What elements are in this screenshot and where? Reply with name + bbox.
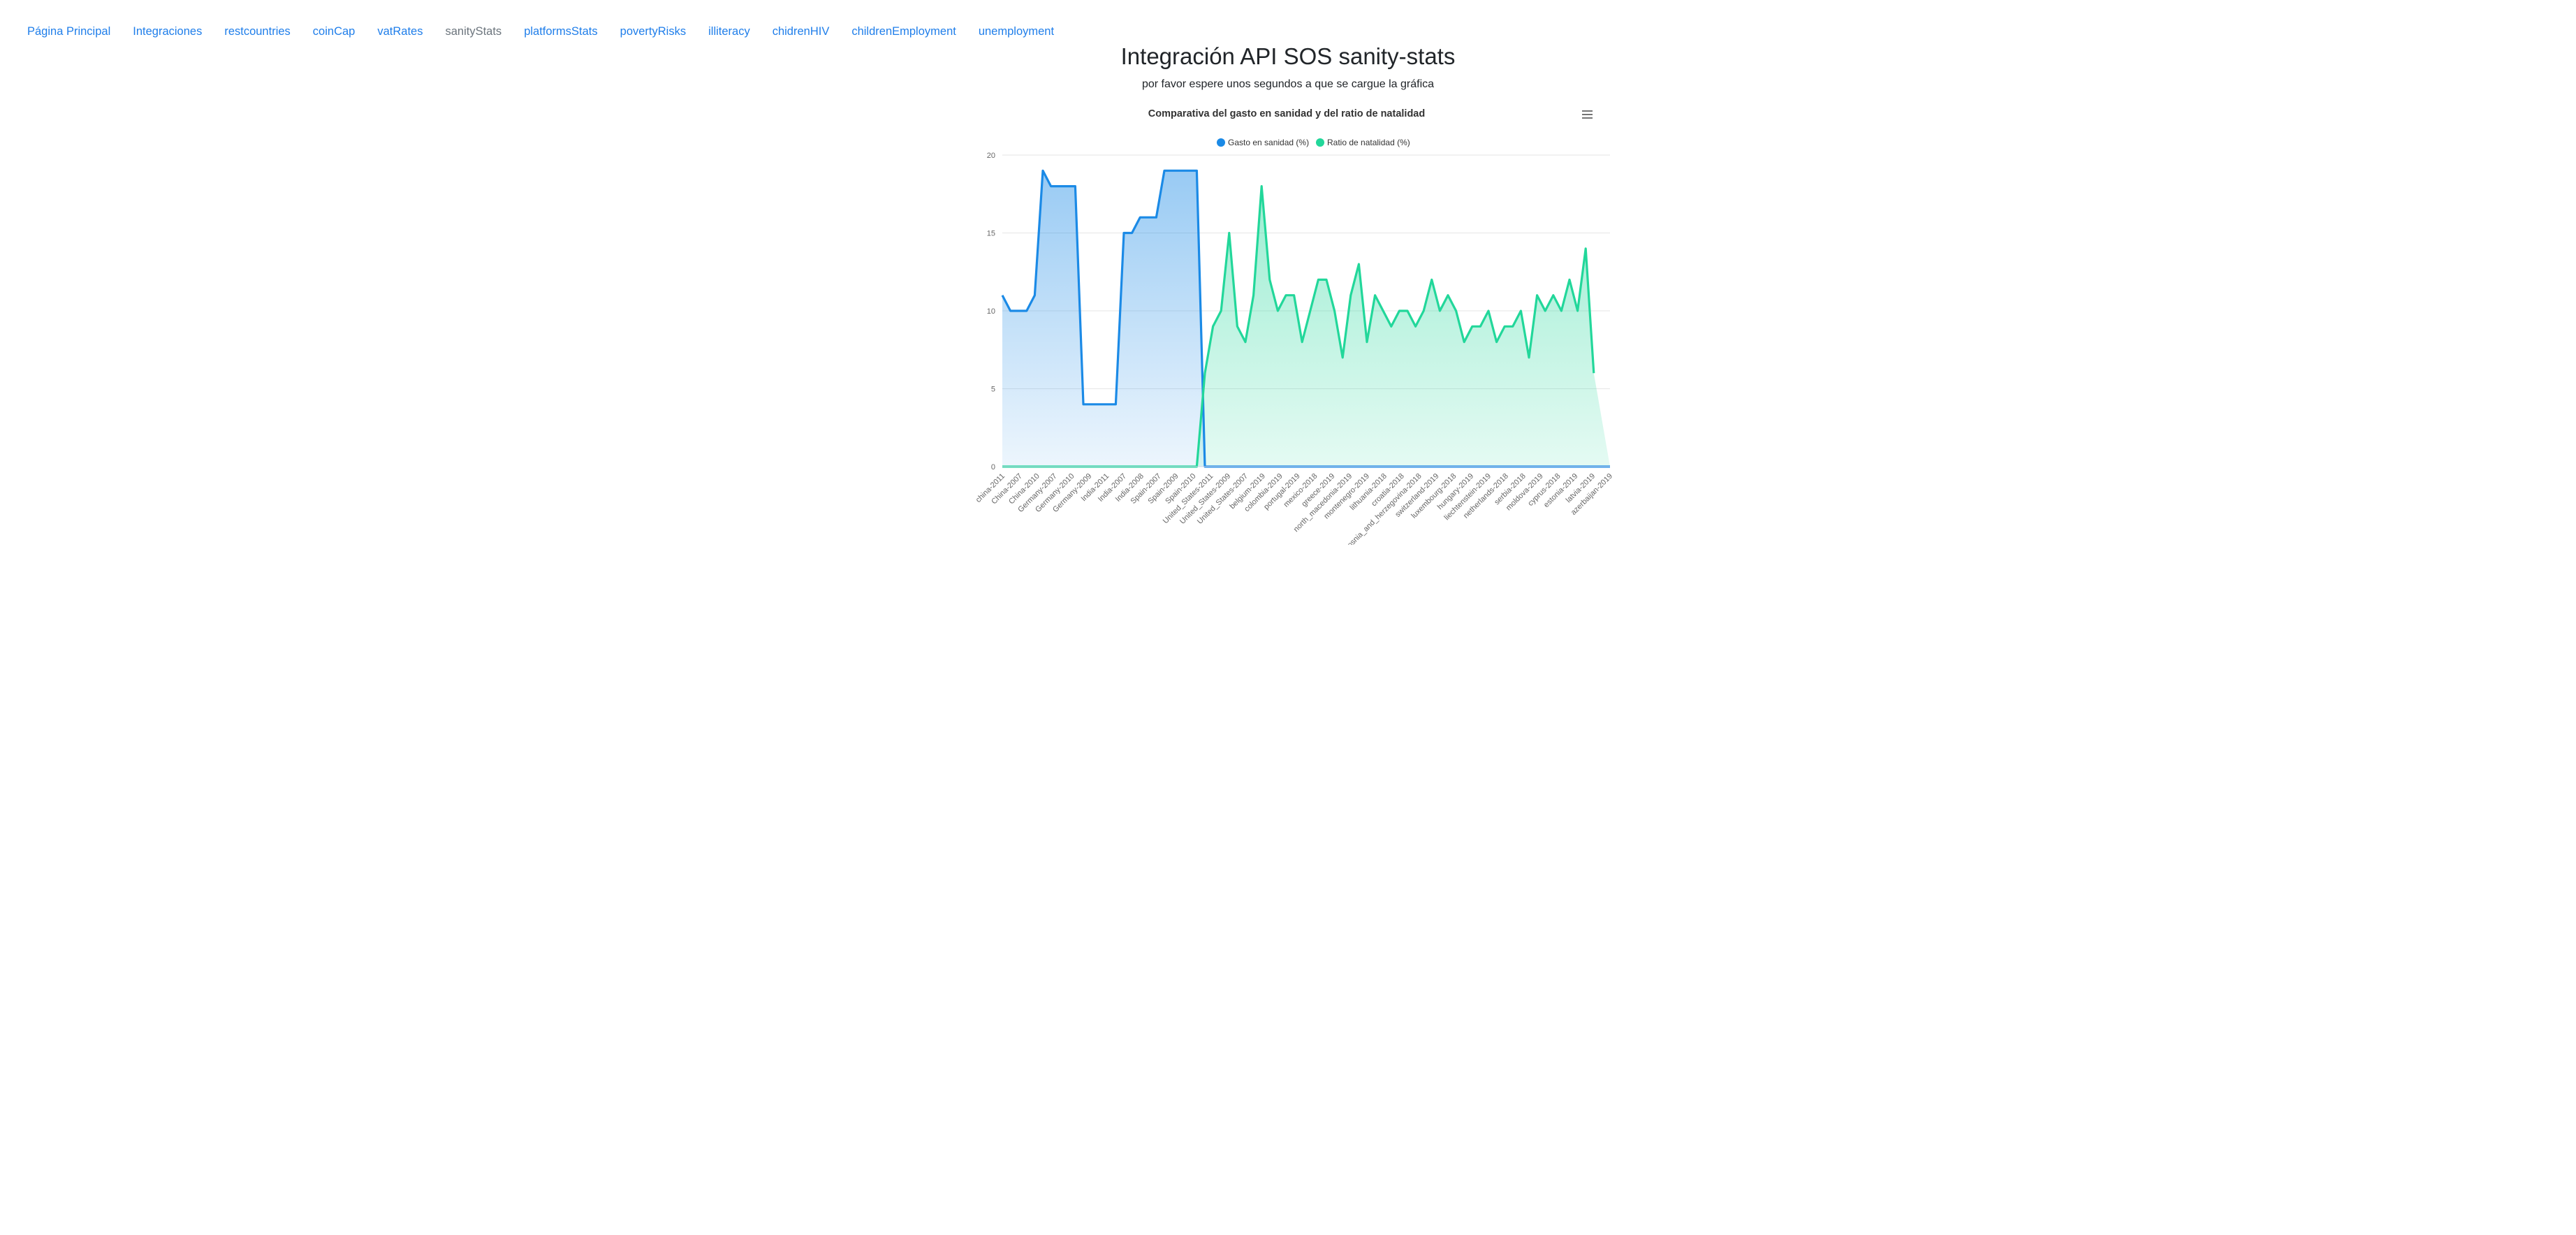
nav-item-chidrenhiv[interactable]: chidrenHIV: [772, 24, 830, 38]
chart-title: Comparativa del gasto en sanidad y del r…: [1148, 108, 1425, 119]
nav-item-coincap[interactable]: coinCap: [312, 24, 356, 38]
chart-container: 0 5 10 15 20 china-2011 China-2007 China-2010 G…: [964, 98, 1620, 545]
chart-svg: 0 5 10 15 20 china-2011China-2007China-2010G…: [974, 108, 1614, 545]
top-nav: Página Principal Integraciones restcountri…: [0, 0, 2576, 63]
y-tick-label: 10: [987, 307, 995, 316]
nav-item-sanitystats[interactable]: sanityStats: [445, 24, 502, 38]
legend-label: Ratio de natalidad (%): [1327, 138, 1410, 147]
y-tick-label: 0: [991, 463, 995, 472]
y-tick-label: 15: [987, 230, 995, 238]
nav-item-povertyrisks[interactable]: povertyRisks: [620, 24, 687, 38]
nav-item-platformsstats[interactable]: platformsStats: [524, 24, 598, 38]
chart-legend: Gasto en sanidad (%) Ratio de natalidad (…: [1217, 138, 1410, 147]
hamburger-menu-icon[interactable]: [1579, 108, 1596, 122]
nav-item-vatrates[interactable]: vatRates: [377, 24, 423, 38]
nav-item-integraciones[interactable]: Integraciones: [133, 24, 203, 38]
legend-item-1[interactable]: Gasto en sanidad (%): [1217, 138, 1309, 147]
page-subtitle: por favor espere unos segundos a que se …: [1141, 78, 1435, 90]
series-area-2: [1002, 186, 1610, 467]
nav-item-p-gina-principal[interactable]: Página Principal: [27, 24, 111, 38]
y-axis: 0 5 10 15 20: [987, 152, 995, 472]
series-areas: [1002, 170, 1610, 467]
legend-label: Gasto en sanidad (%): [1228, 138, 1309, 147]
nav-item-unemployment[interactable]: unemployment: [978, 24, 1055, 38]
y-tick-label: 20: [987, 152, 995, 160]
legend-marker: [1316, 138, 1324, 147]
nav-item-restcountries[interactable]: restcountries: [224, 24, 291, 38]
nav-item-childrenemployment[interactable]: childrenEmployment: [851, 24, 956, 38]
series-area-1: [1002, 170, 1610, 467]
legend-item-2[interactable]: Ratio de natalidad (%): [1316, 138, 1410, 147]
x-axis: china-2011China-2007China-2010Germany-20…: [974, 466, 1614, 545]
nav-item-illiteracy[interactable]: illiteracy: [708, 24, 750, 38]
y-tick-label: 5: [991, 386, 995, 394]
page-title: Integración API SOS sanity-stats: [1120, 43, 1456, 69]
legend-marker: [1217, 138, 1225, 147]
